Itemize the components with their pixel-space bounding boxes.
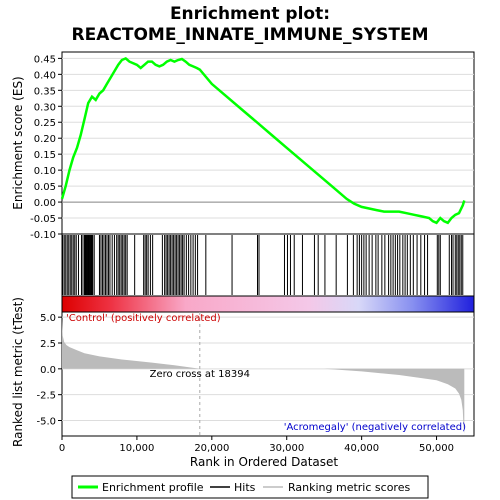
- es-y-ticks: 0.45 0.40 0.35 0.30 0.25 0.20 0.15 0.10 0.05 0.00…: [30, 54, 62, 241]
- metric-y-ticks: 5.0 2.5 0.0 -2.5 -5.0: [36, 313, 62, 428]
- chart-title-line-1: Enrichment plot:: [170, 4, 330, 24]
- chart-title-line-2: REACTOME_INNATE_IMMUNE_SYSTEM: [72, 25, 429, 45]
- es-y-tick-label: -0.10: [30, 230, 56, 241]
- metric-y-tick-label: -5.0: [36, 417, 56, 428]
- es-y-axis-label: Enrichment score (ES): [11, 76, 25, 209]
- x-tick-label: 0: [59, 443, 65, 454]
- hits-panel: [61, 233, 475, 297]
- hit-marks: [62, 235, 464, 295]
- metric-y-tick-label: 2.5: [40, 339, 56, 350]
- es-y-tick-label: 0.40: [34, 70, 56, 81]
- metric-y-axis-label: Ranked list metric (tTest): [11, 297, 25, 447]
- x-axis-ticks: 0 10,000 20,000 30,000 40,000 50,000: [59, 436, 454, 454]
- legend-label-metric: Ranking metric scores: [288, 481, 410, 494]
- es-panel: 0.45 0.40 0.35 0.30 0.25 0.20 0.15 0.10 0.05 0.00…: [11, 51, 475, 241]
- x-axis-label: Rank in Ordered Dataset: [190, 455, 338, 469]
- es-y-tick-label: 0.10: [34, 166, 56, 177]
- es-y-tick-label: 0.20: [34, 134, 56, 145]
- legend-label-hits: Hits: [234, 481, 256, 494]
- es-y-tick-label: 0.15: [34, 150, 56, 161]
- positive-annotation: 'Control' (positively correlated): [66, 313, 221, 324]
- es-y-tick-label: 0.25: [34, 118, 56, 129]
- enrichment-profile-line: [60, 56, 466, 225]
- metric-y-tick-label: 5.0: [40, 313, 56, 324]
- x-tick-label: 10,000: [119, 443, 154, 454]
- legend-frame: [71, 475, 429, 499]
- es-y-tick-label: 0.30: [34, 102, 56, 113]
- es-y-tick-label: 0.35: [34, 86, 56, 97]
- legend: Enrichment profile Hits Ranking metric s…: [71, 475, 429, 499]
- es-y-tick-label: 0.45: [34, 54, 56, 65]
- x-tick-label: 40,000: [344, 443, 379, 454]
- metric-y-tick-label: 0.0: [40, 365, 56, 376]
- x-tick-label: 30,000: [269, 443, 304, 454]
- x-tick-label: 50,000: [419, 443, 454, 454]
- rank-color-bar: [61, 295, 475, 313]
- es-y-tick-label: 0.05: [34, 182, 56, 193]
- es-panel-frame: [61, 51, 475, 235]
- es-y-tick-label: 0.00: [34, 198, 56, 209]
- x-tick-label: 20,000: [194, 443, 229, 454]
- zero-cross-label: Zero cross at 18394: [150, 369, 250, 380]
- negative-annotation: 'Acromegaly' (negatively correlated): [284, 422, 466, 433]
- metric-y-tick-label: -2.5: [36, 391, 56, 402]
- es-y-tick-label: -0.05: [30, 214, 56, 225]
- legend-label-enrichment: Enrichment profile: [102, 481, 204, 494]
- metric-panel: 5.0 2.5 0.0 -2.5 -5.0 Zero cross at 18394 'C…: [11, 297, 475, 447]
